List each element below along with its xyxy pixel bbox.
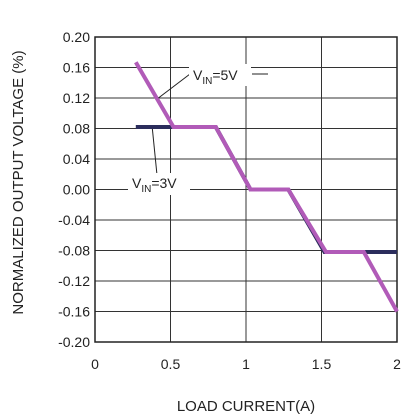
x-tick-labels: 0 0.5 1 1.5 2 <box>91 356 401 372</box>
annotation-bg-vin-5v <box>189 64 251 86</box>
annotation-vin-3v: VIN=3V <box>132 175 177 195</box>
x-tick-label: 2 <box>393 356 401 372</box>
y-tick-label: 0.04 <box>63 151 90 167</box>
y-tick-label: -0.16 <box>58 304 90 320</box>
y-tick-labels: 0.20 0.16 0.12 0.08 0.04 0.00 -0.04 -0.08 -0.12 -… <box>58 29 90 350</box>
annotation-leader-vin-3v <box>151 128 158 176</box>
y-tick-label: -0.08 <box>58 243 90 259</box>
annotation-leader-vin-5v <box>158 73 191 99</box>
annotation-vin-5v-main: V <box>193 67 203 83</box>
y-tick-label: 0.08 <box>63 121 90 137</box>
x-tick-label: 1.5 <box>312 356 332 372</box>
y-tick-label: 0.20 <box>63 29 90 45</box>
y-tick-label: 0.12 <box>63 90 90 106</box>
series-layer <box>134 61 399 313</box>
annotation-vin-5v: VIN=5V <box>193 67 238 87</box>
annotation-vin-3v-tail: =3V <box>151 175 177 191</box>
series-line-vin-5v <box>134 61 399 313</box>
x-tick-label: 1 <box>242 356 250 372</box>
annotation-bg-vin-3v <box>128 173 190 195</box>
y-axis-title: NORMALIZED OUTPUT VOLTAGE (%) <box>10 50 27 314</box>
annotation-vin-3v-main: V <box>132 175 142 191</box>
y-tick-label: 0.00 <box>63 182 90 198</box>
annotation-vin-5v-sub: IN <box>202 76 212 87</box>
y-tick-label: -0.12 <box>58 273 90 289</box>
annotation-vin-5v-tail: =5V <box>212 67 238 83</box>
annotations: VIN=5V VIN=3V <box>128 64 268 195</box>
y-tick-label: 0.16 <box>63 60 90 76</box>
y-tick-label: -0.20 <box>58 334 90 350</box>
y-tick-label: -0.04 <box>58 212 90 228</box>
x-tick-label: 0 <box>91 356 99 372</box>
x-axis-title: LOAD CURRENT(A) <box>177 398 315 415</box>
annotation-vin-3v-sub: IN <box>141 184 151 195</box>
plot-frame <box>94 36 398 343</box>
x-tick-label: 0.5 <box>161 356 181 372</box>
